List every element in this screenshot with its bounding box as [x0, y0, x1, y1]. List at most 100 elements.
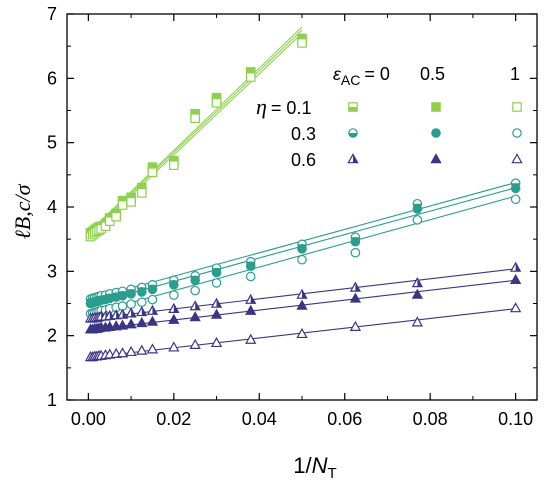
point-s4-17	[297, 244, 307, 254]
legend-marker-5	[512, 128, 522, 138]
point-s6-15-fill	[216, 298, 222, 308]
legend-marker-0-fill	[348, 107, 358, 112]
legend-eta-row-2: 0.6	[291, 150, 316, 170]
legend-eta-symbol: η	[256, 94, 267, 119]
point-s8-11	[136, 344, 148, 355]
legend-marker-4-shape	[431, 128, 441, 138]
point-s5-18-shape	[350, 247, 361, 258]
y-tick-label-1: 2	[47, 326, 57, 346]
x-tick-label-1: 0.02	[156, 409, 191, 429]
x-axis-title-var: N	[312, 453, 328, 478]
point-s4-11	[136, 287, 147, 297]
point-s8-9	[116, 347, 129, 358]
legend-marker-0	[348, 102, 358, 112]
point-s4-9-shape	[117, 290, 128, 301]
point-s6-16-fill	[250, 295, 256, 304]
legend-eps-label: εAC = 0	[333, 64, 390, 88]
point-s4-19-shape	[412, 204, 423, 214]
point-s6-17-fill	[302, 289, 307, 299]
legend-eta-row-0: = 0.1	[271, 98, 312, 118]
point-s6-13	[168, 302, 180, 313]
legend-eps-value-0: = 0	[364, 64, 390, 84]
point-s4-9	[117, 290, 128, 301]
point-s5-10	[126, 299, 136, 309]
point-s4-11-shape	[136, 287, 147, 297]
legend-marker-2	[512, 102, 522, 112]
point-s4-20	[510, 183, 521, 194]
point-s7-11-shape	[136, 316, 148, 328]
point-s7-15-shape	[210, 308, 223, 319]
point-s6-13-fill	[173, 304, 179, 313]
point-s5-20-shape	[510, 194, 521, 205]
point-s6-17	[296, 288, 308, 299]
point-s5-17	[297, 254, 307, 265]
legend-marker-7	[430, 153, 442, 164]
point-s2-16-shape	[245, 72, 256, 82]
legend-marker-8	[511, 153, 523, 164]
point-s2-8-shape	[111, 211, 121, 222]
point-s4-13-shape	[169, 280, 179, 290]
point-s5-16-shape	[245, 271, 256, 282]
point-s8-9-shape	[116, 347, 129, 358]
point-s2-11	[136, 188, 147, 198]
point-s6-11-fill	[141, 307, 147, 316]
point-s8-20	[509, 302, 522, 313]
point-s8-15	[210, 336, 223, 348]
point-s8-14	[189, 338, 201, 349]
point-s6-14	[189, 300, 201, 311]
legend-marker-4	[431, 128, 441, 138]
legend-marker-8-shape	[511, 153, 523, 164]
legend-marker-1-shape	[431, 102, 441, 112]
point-s2-15-shape	[211, 97, 222, 108]
point-s6-19-fill	[417, 278, 422, 287]
point-s8-14-shape	[189, 338, 201, 349]
y-tick-label-0: 1	[47, 390, 57, 410]
point-s5-13	[169, 290, 179, 300]
point-s7-9	[116, 319, 129, 330]
point-s7-13-shape	[168, 313, 180, 324]
point-s7-14	[189, 311, 201, 322]
point-s6-15	[210, 297, 223, 308]
point-s8-20-shape	[509, 302, 522, 313]
point-s2-10	[126, 197, 136, 207]
point-s6-18	[349, 281, 362, 292]
x-tick-label-4: 0.08	[413, 409, 448, 429]
point-s4-10	[126, 289, 136, 299]
point-s4-14-shape	[190, 275, 200, 286]
point-s7-18-shape	[349, 292, 362, 303]
point-s2-17	[297, 38, 307, 48]
x-axis-title: 1/NT	[293, 453, 336, 482]
point-s5-19	[412, 215, 423, 225]
point-s2-12-shape	[147, 167, 158, 178]
point-s8-12-shape	[146, 343, 159, 354]
point-s2-12	[147, 167, 158, 178]
point-s8-19	[411, 316, 424, 327]
point-s8-13-shape	[168, 341, 180, 352]
x-axis-title-prefix: 1/	[293, 453, 312, 478]
point-s7-10-shape	[125, 318, 137, 329]
y-axis-title: ℓB,c/σ	[10, 183, 35, 239]
point-s6-9	[116, 308, 129, 319]
point-s4-19	[412, 204, 423, 214]
point-s7-18	[349, 292, 362, 303]
point-s4-14	[190, 275, 200, 286]
point-s5-15	[211, 278, 222, 288]
legend-eps-sub: AC	[341, 72, 360, 88]
point-s7-20	[509, 273, 522, 284]
point-s2-16	[245, 72, 256, 82]
point-s5-12	[147, 294, 158, 305]
point-s7-10	[125, 318, 137, 329]
point-s7-9-shape	[116, 319, 129, 330]
point-s4-16-shape	[245, 261, 256, 271]
point-s8-11-shape	[136, 344, 148, 355]
point-s6-10-fill	[131, 308, 136, 317]
point-s8-10	[125, 345, 137, 357]
point-s5-14	[190, 285, 200, 296]
point-s5-11	[136, 297, 147, 308]
y-tick-label-5: 6	[47, 68, 57, 88]
point-s7-11	[136, 316, 148, 328]
point-s5-11-shape	[136, 297, 147, 308]
point-s7-14-shape	[189, 311, 201, 322]
point-s7-16-shape	[245, 304, 257, 315]
point-s8-13	[168, 341, 180, 352]
